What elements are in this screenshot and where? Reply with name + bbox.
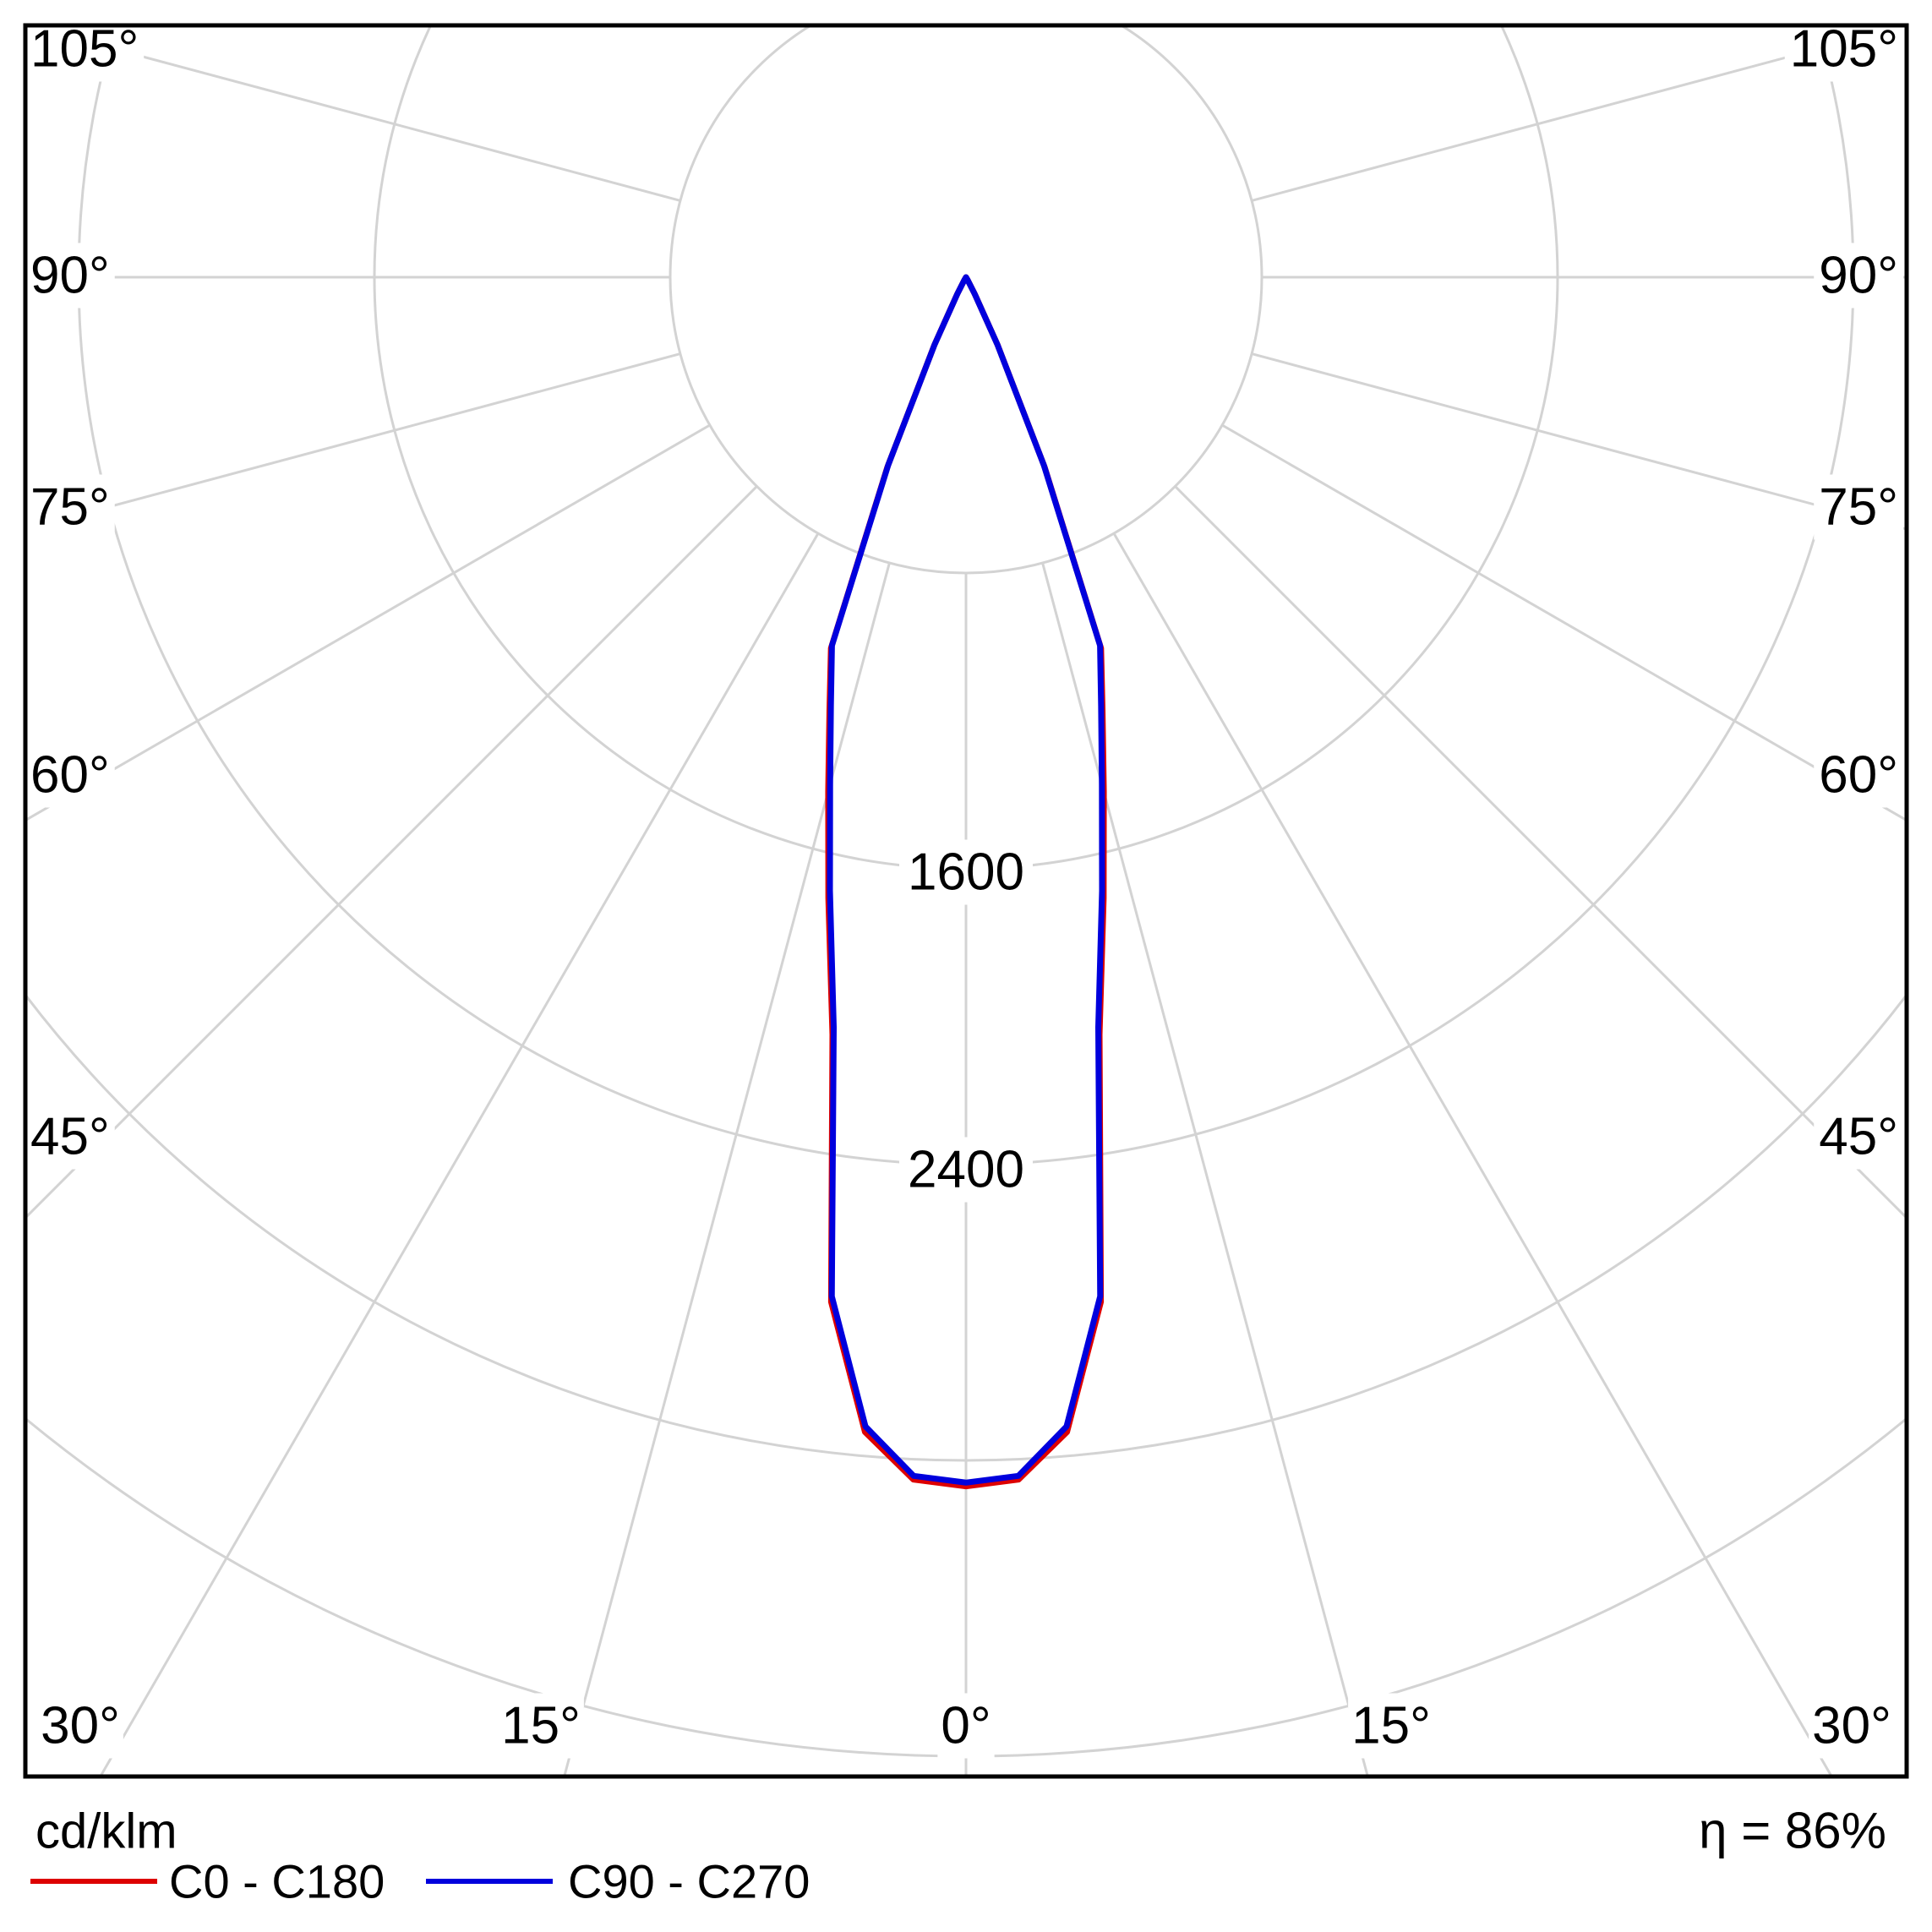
grid-spoke-l30 [99,532,820,1776]
efficiency-label: η = 86% [1699,1803,1886,1859]
intensity-curve-c90-c270 [827,274,1105,1486]
ring-label-1600-bg [899,839,1033,905]
grid-spoke-r75 [1251,352,1907,531]
legend-label-c0-c180: C0 - C180 [169,1855,385,1908]
angle-label-right-75°: 75° [1819,478,1898,537]
angle-label-right-45°-bg [1814,1104,1903,1170]
grid-spoke-l60 [25,423,711,822]
angle-label-right-105°: 105° [1790,20,1898,79]
plot-frame [23,23,1909,1779]
grid-spoke-r15 [1041,562,1369,1776]
angle-label-bottom-2: 0° [941,1697,991,1755]
grid-spoke-l75 [25,352,681,531]
ring-label-2400-bg [899,1137,1033,1203]
angle-label-right-45°: 45° [1819,1108,1898,1166]
grid-spoke-l15 [563,562,891,1776]
grid-spoke-r60 [1221,423,1907,822]
grid-labels: 105° 105° 90° 90° 75° 75° 60° 60° 45° 45° 30° 15° 0°… [25,16,1903,1759]
angle-label-bottom-3-bg [1348,1693,1434,1759]
legend-label-c90-c270: C90 - C270 [568,1855,810,1908]
angle-label-left-45°: 45° [30,1108,110,1166]
ring-label-2400: 2400 [908,1141,1024,1199]
angle-label-left-90°-bg [25,243,115,308]
angle-label-bottom-1: 15° [501,1697,581,1755]
angle-label-left-60°: 60° [30,746,110,805]
angle-label-left-75°: 75° [30,478,110,537]
angle-label-left-90°: 90° [30,247,110,305]
angle-label-left-60°-bg [25,742,115,808]
angle-label-right-75°-bg [1814,474,1903,540]
angle-label-right-60°: 60° [1819,746,1898,805]
angle-label-bottom-0-bg [37,1693,123,1759]
angle-label-left-45°-bg [25,1104,115,1170]
angle-label-bottom-0: 30° [41,1697,120,1755]
angle-label-left-75°-bg [25,474,115,540]
unit-label: cd/klm [35,1804,177,1859]
intensity-curves [825,274,1107,1490]
grid-ring-800 [669,25,1263,575]
legend: C0 - C180 C90 - C270 [30,1855,810,1908]
grid-spoke-r105 [1251,25,1907,202]
angle-label-bottom-3: 15° [1351,1697,1431,1755]
angle-label-bottom-4-bg [1809,1693,1895,1759]
angle-label-left-105°: 105° [30,20,139,79]
angle-label-right-90°-bg [1814,243,1903,308]
grid-spoke-r30 [1112,532,1833,1776]
angle-label-right-90°: 90° [1819,247,1898,305]
grid-spoke-l105 [25,25,681,202]
angle-label-bottom-4: 30° [1812,1697,1891,1755]
angle-label-bottom-2-bg [937,1693,995,1759]
angle-label-right-60°-bg [1814,742,1903,808]
ring-label-1600: 1600 [908,843,1024,902]
angle-label-bottom-1-bg [498,1693,584,1759]
